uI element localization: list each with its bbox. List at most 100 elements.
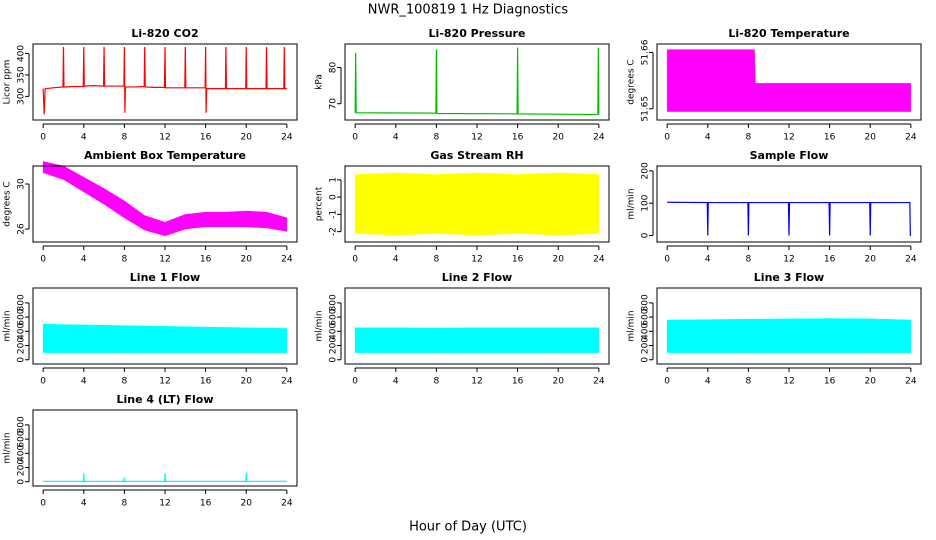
x-tick-label: 16 [824, 133, 836, 143]
x-tick-label: 16 [200, 255, 212, 265]
y-axis-label: percent [315, 186, 325, 221]
y-tick-label: 200 [641, 337, 651, 354]
data-line [354, 47, 600, 116]
y-tick-label: -2 [329, 227, 339, 236]
x-tick-label: 8 [122, 499, 128, 509]
x-tick-label: 24 [905, 377, 917, 387]
x-tick-label: 12 [471, 255, 482, 265]
x-tick-label: 24 [905, 133, 917, 143]
y-axis-label: kPa [315, 74, 325, 90]
plot-frame [344, 287, 610, 365]
plot-frame [656, 287, 922, 365]
y-tick-label: 400 [17, 444, 27, 461]
x-tick-label: 16 [200, 377, 212, 387]
x-tick-label: 8 [122, 133, 128, 143]
x-tick-label: 16 [824, 255, 836, 265]
x-tick-label: 0 [352, 377, 358, 387]
x-tick-label: 8 [434, 133, 440, 143]
x-tick-label: 12 [159, 499, 170, 509]
x-tick-label: 20 [553, 133, 565, 143]
y-axis-label: degrees C [627, 59, 637, 104]
panel-title: Sample Flow [750, 149, 829, 162]
y-tick-label: 0 [329, 194, 339, 200]
x-tick-label: 24 [281, 133, 293, 143]
y-tick-label: 400 [17, 45, 27, 62]
x-tick-label: 12 [783, 377, 794, 387]
y-axis-label: ml/min [627, 310, 637, 341]
data-range [666, 49, 912, 112]
x-tick-label: 20 [553, 255, 565, 265]
y-tick-label: 600 [17, 430, 27, 447]
x-tick-label: 20 [865, 133, 877, 143]
panel-title: Li-820 Temperature [728, 27, 849, 40]
plot-frame [32, 287, 298, 365]
y-tick-label: 600 [641, 308, 651, 325]
x-tick-label: 16 [200, 499, 212, 509]
y-tick-label: 1 [329, 177, 339, 183]
x-tick-label: 8 [746, 255, 752, 265]
x-tick-label: 0 [40, 499, 46, 509]
plot-frame [32, 43, 298, 121]
y-tick-label: 800 [641, 294, 651, 311]
plot-frame [656, 43, 922, 121]
x-tick-label: 4 [393, 133, 399, 143]
data-range [42, 161, 288, 237]
plot-frame [32, 409, 298, 487]
x-tick-label: 4 [705, 255, 711, 265]
plot-frame [344, 165, 610, 243]
y-axis-label: ml/min [3, 432, 13, 463]
y-tick-label: 300 [17, 88, 27, 105]
y-tick-label: 80 [329, 62, 339, 74]
y-tick-label: 0 [641, 232, 651, 238]
y-tick-label: 200 [17, 459, 27, 476]
y-axis-label: degrees C [3, 181, 13, 226]
y-axis-label: ml/min [627, 188, 637, 219]
x-tick-label: 24 [593, 255, 605, 265]
y-tick-label: 400 [641, 322, 651, 339]
x-tick-label: 20 [241, 499, 253, 509]
x-tick-label: 20 [553, 377, 565, 387]
panel-title: Ambient Box Temperature [84, 149, 246, 162]
x-tick-label: 24 [281, 499, 293, 509]
panel-title: Gas Stream RH [430, 149, 523, 162]
y-tick-label: 0 [17, 479, 27, 485]
data-range [354, 172, 600, 236]
data-range [666, 318, 912, 353]
y-tick-label: 0 [641, 357, 651, 363]
x-tick-label: 0 [40, 133, 46, 143]
y-tick-label: 400 [17, 322, 27, 339]
x-tick-label: 12 [159, 133, 170, 143]
y-tick-label: 51.65 [641, 96, 651, 122]
plot-frame [656, 165, 922, 243]
y-tick-label: 200 [17, 337, 27, 354]
x-tick-label: 4 [705, 377, 711, 387]
x-axis-label: Hour of Day (UTC) [409, 520, 527, 535]
plot-frame [32, 165, 298, 243]
y-tick-label: 400 [329, 322, 339, 339]
panel-title: Li-820 CO2 [131, 27, 198, 40]
x-tick-label: 8 [122, 255, 128, 265]
data-line [43, 472, 287, 482]
x-tick-label: 16 [200, 133, 212, 143]
x-tick-label: 12 [471, 377, 482, 387]
panel-title: Line 1 Flow [130, 271, 200, 284]
y-tick-label: 200 [641, 162, 651, 179]
x-tick-label: 4 [705, 133, 711, 143]
y-tick-label: 600 [329, 308, 339, 325]
x-tick-label: 12 [159, 255, 170, 265]
x-tick-label: 24 [281, 255, 293, 265]
x-tick-label: 16 [824, 377, 836, 387]
y-tick-label: 350 [17, 66, 27, 83]
x-tick-label: 4 [81, 255, 87, 265]
x-tick-label: 12 [783, 133, 794, 143]
y-tick-label: 0 [17, 357, 27, 363]
y-axis-label: Licor ppm [3, 60, 13, 105]
x-tick-label: 24 [593, 377, 605, 387]
y-tick-label: 200 [329, 337, 339, 354]
data-line [42, 46, 287, 115]
x-tick-label: 12 [783, 255, 794, 265]
x-tick-label: 4 [393, 255, 399, 265]
x-tick-label: 16 [512, 133, 524, 143]
figure-title: NWR_100819 1 Hz Diagnostics [368, 3, 569, 18]
